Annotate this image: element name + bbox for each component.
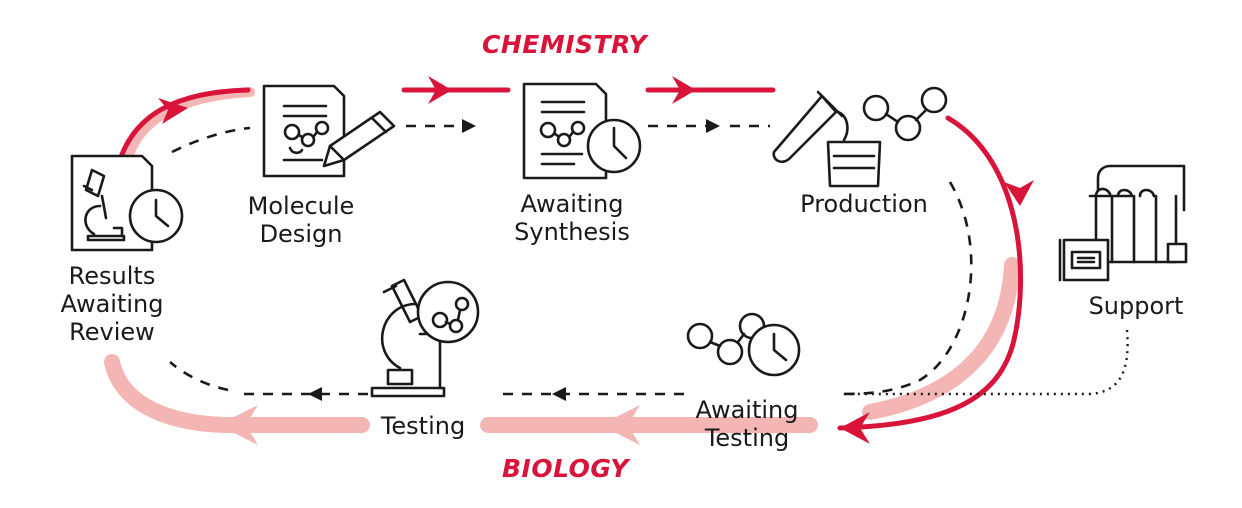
stage-support: Support	[1076, 292, 1196, 320]
dash-arrow-1	[462, 119, 476, 133]
stage-label-line: Awaiting	[695, 396, 799, 424]
chemistry-loop	[117, 76, 1034, 444]
stage-molecule-design: Molecule Design	[236, 192, 366, 248]
chemistry-arc-left	[117, 87, 251, 163]
biology-arc-right	[862, 257, 1020, 420]
molecule-clock-icon	[686, 312, 801, 377]
document-microscope-clock-icon	[70, 154, 184, 252]
chemistry-arrow-1	[428, 76, 452, 104]
biology-arrow-middle	[600, 405, 640, 445]
stage-awaiting-synthesis: Awaiting Synthesis	[502, 190, 642, 246]
document-clock-icon	[522, 82, 642, 180]
stage-label-line: Synthesis	[514, 218, 630, 246]
microscope-molecule-icon	[370, 278, 480, 398]
dash-arrow-2	[706, 119, 720, 133]
chemistry-arrow-right	[1004, 180, 1034, 206]
stage-label-line: Awaiting	[520, 190, 624, 218]
stage-label-line: Awaiting	[60, 290, 164, 318]
chemistry-arrow-2	[672, 76, 696, 104]
chemistry-arrow-bottom	[840, 412, 870, 444]
dash-arrow-3	[552, 387, 566, 401]
dash-arrow-4	[308, 387, 322, 401]
document-molecule-pencil-icon	[262, 84, 396, 178]
stage-label-line: Molecule	[247, 192, 355, 220]
stage-label-line: Results	[68, 262, 156, 290]
dash-into-review	[169, 361, 229, 392]
stage-label-line: Testing	[704, 424, 790, 452]
stage-testing: Testing	[368, 412, 478, 440]
dash-review-to-design	[171, 126, 251, 154]
dash-production-to-awaiting-testing	[839, 181, 973, 396]
biology-section-title: BIOLOGY	[502, 454, 630, 483]
stage-results-awaiting-review: Results Awaiting Review	[52, 262, 172, 346]
stage-awaiting-testing: Awaiting Testing	[682, 396, 812, 452]
biology-arrow-left	[218, 405, 258, 445]
chemistry-section-title: CHEMISTRY	[482, 30, 648, 59]
stage-label-line: Design	[259, 220, 343, 248]
test-tube-beaker-molecule-icon	[772, 86, 948, 188]
chemistry-arc-shadow	[123, 87, 255, 163]
stage-label-line: Testing	[380, 412, 466, 440]
stage-label-line: Support	[1088, 292, 1184, 320]
chemistry-arc-right	[837, 115, 1024, 431]
stage-production: Production	[784, 190, 944, 218]
stage-label-line: Review	[69, 318, 155, 346]
stage-label-line: Production	[800, 190, 928, 218]
lab-equipment-icon	[1058, 164, 1188, 282]
chemistry-arrow-left	[158, 98, 188, 124]
dotted-support-link	[842, 329, 1129, 396]
dashed-flow	[169, 119, 1129, 401]
biology-line-left	[104, 354, 370, 433]
